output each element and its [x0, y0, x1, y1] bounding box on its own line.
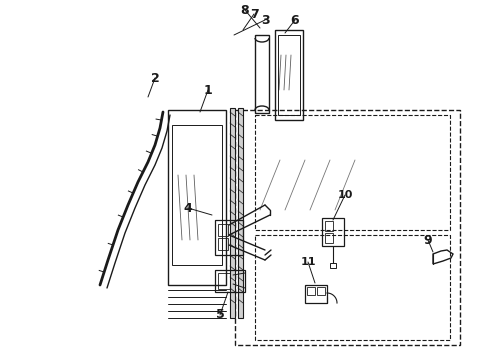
Text: 8: 8	[241, 4, 249, 17]
Text: 10: 10	[337, 190, 353, 200]
Bar	[168, 110, 226, 285]
Bar	[307, 287, 315, 295]
Text: 9: 9	[424, 234, 432, 247]
Bar	[218, 273, 230, 289]
Bar	[317, 287, 325, 295]
Bar	[330, 263, 336, 268]
Text: 3: 3	[261, 13, 270, 27]
Text: 4: 4	[184, 202, 193, 215]
Text: 11: 11	[300, 257, 316, 267]
Bar	[230, 108, 235, 318]
Bar	[322, 218, 344, 246]
Text: 5: 5	[216, 309, 224, 321]
Bar	[172, 125, 222, 265]
Bar	[278, 35, 300, 115]
Bar	[275, 30, 303, 120]
Bar	[325, 233, 333, 243]
Bar	[325, 221, 333, 231]
Bar	[238, 108, 243, 318]
Bar	[215, 220, 243, 255]
Text: 6: 6	[291, 13, 299, 27]
Bar	[215, 270, 245, 292]
Bar	[305, 285, 327, 303]
Text: 2: 2	[150, 72, 159, 85]
Bar	[218, 238, 228, 250]
Text: 7: 7	[249, 8, 258, 21]
Bar	[255, 35, 269, 113]
Bar	[218, 224, 228, 236]
Text: 1: 1	[204, 84, 212, 96]
